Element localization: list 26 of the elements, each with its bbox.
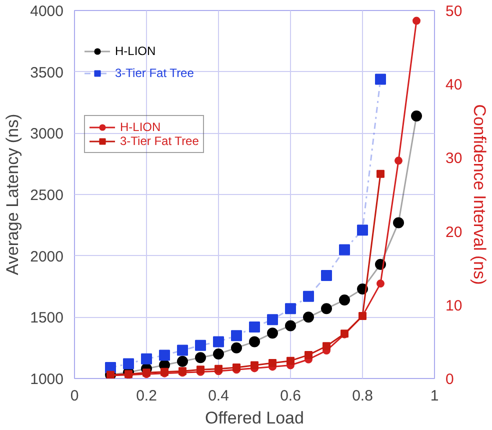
legend-label: H-LION xyxy=(120,120,161,134)
y2-axis-title: Confidence Interval (ns) xyxy=(470,104,490,285)
x-tick-label: 0 xyxy=(70,388,79,404)
y2-tick-label: 50 xyxy=(446,3,462,20)
y-tick-label: 1500 xyxy=(30,310,64,327)
x-tick-label: 1 xyxy=(430,388,439,404)
y2-tick-label: 40 xyxy=(446,76,462,94)
y-tick-label: 1000 xyxy=(30,371,64,388)
y2-tick-label: 0 xyxy=(446,371,454,388)
x-tick-label: 0.4 xyxy=(208,388,229,404)
x-tick-label: 0.8 xyxy=(352,388,373,404)
legend-label: H-LION xyxy=(115,44,156,58)
y-tick-label: 2500 xyxy=(30,187,64,204)
legend-label: 3-Tier Fat Tree xyxy=(115,66,194,80)
x-axis-title: Offered Load xyxy=(205,408,304,428)
y2-tick-label: 10 xyxy=(446,297,462,314)
y-tick-label: 3500 xyxy=(30,64,64,82)
x-tick-label: 0.2 xyxy=(136,388,157,404)
y-tick-label: 2000 xyxy=(30,248,64,266)
y-tick-label: 4000 xyxy=(30,3,64,20)
x-tick-label: 0.6 xyxy=(280,388,301,404)
y-tick-label: 3000 xyxy=(30,126,64,143)
legend-label: 3-Tier Fat Tree xyxy=(120,134,199,148)
y-axis-title: Average Latency (ns) xyxy=(3,114,22,276)
y2-tick-label: 20 xyxy=(446,224,462,241)
y2-tick-label: 30 xyxy=(446,150,462,168)
